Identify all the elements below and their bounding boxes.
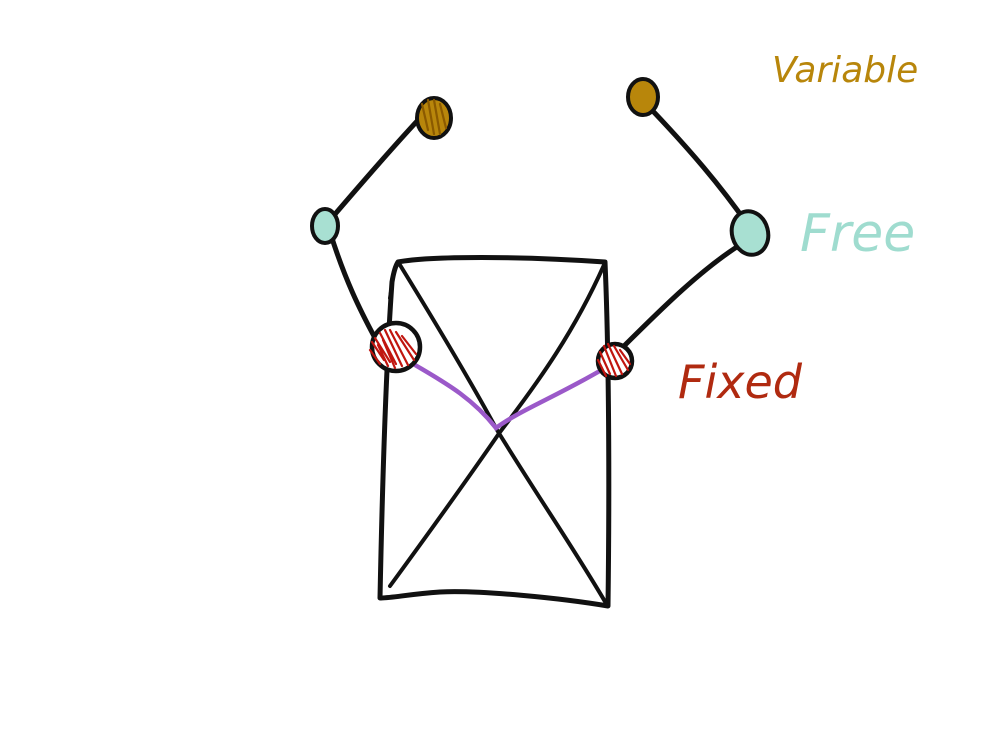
free-joint-left <box>310 207 340 245</box>
legend-variable-label: Variable <box>772 50 918 91</box>
body-box <box>377 255 612 609</box>
left-arm-upper-segment <box>327 229 378 341</box>
legend-fixed-label: Fixed <box>678 355 803 409</box>
body-diagonal-left-top <box>398 263 609 607</box>
legend-free-label: Free <box>800 204 915 264</box>
left-arm-lower-segment <box>327 115 423 223</box>
variable-end-left <box>415 96 453 140</box>
right-arm-upper-segment <box>647 105 751 228</box>
fixed-link-line <box>407 359 613 432</box>
right-arm <box>612 105 751 358</box>
right-arm-lower-segment <box>612 237 751 358</box>
body-diagonal-right-top <box>388 263 606 588</box>
free-joint-right <box>729 209 771 257</box>
fixed-joint-right <box>595 341 635 381</box>
left-arm <box>327 115 423 341</box>
body-tick <box>388 283 394 300</box>
variable-end-right <box>626 77 660 117</box>
fixed-joint-left <box>368 320 423 374</box>
